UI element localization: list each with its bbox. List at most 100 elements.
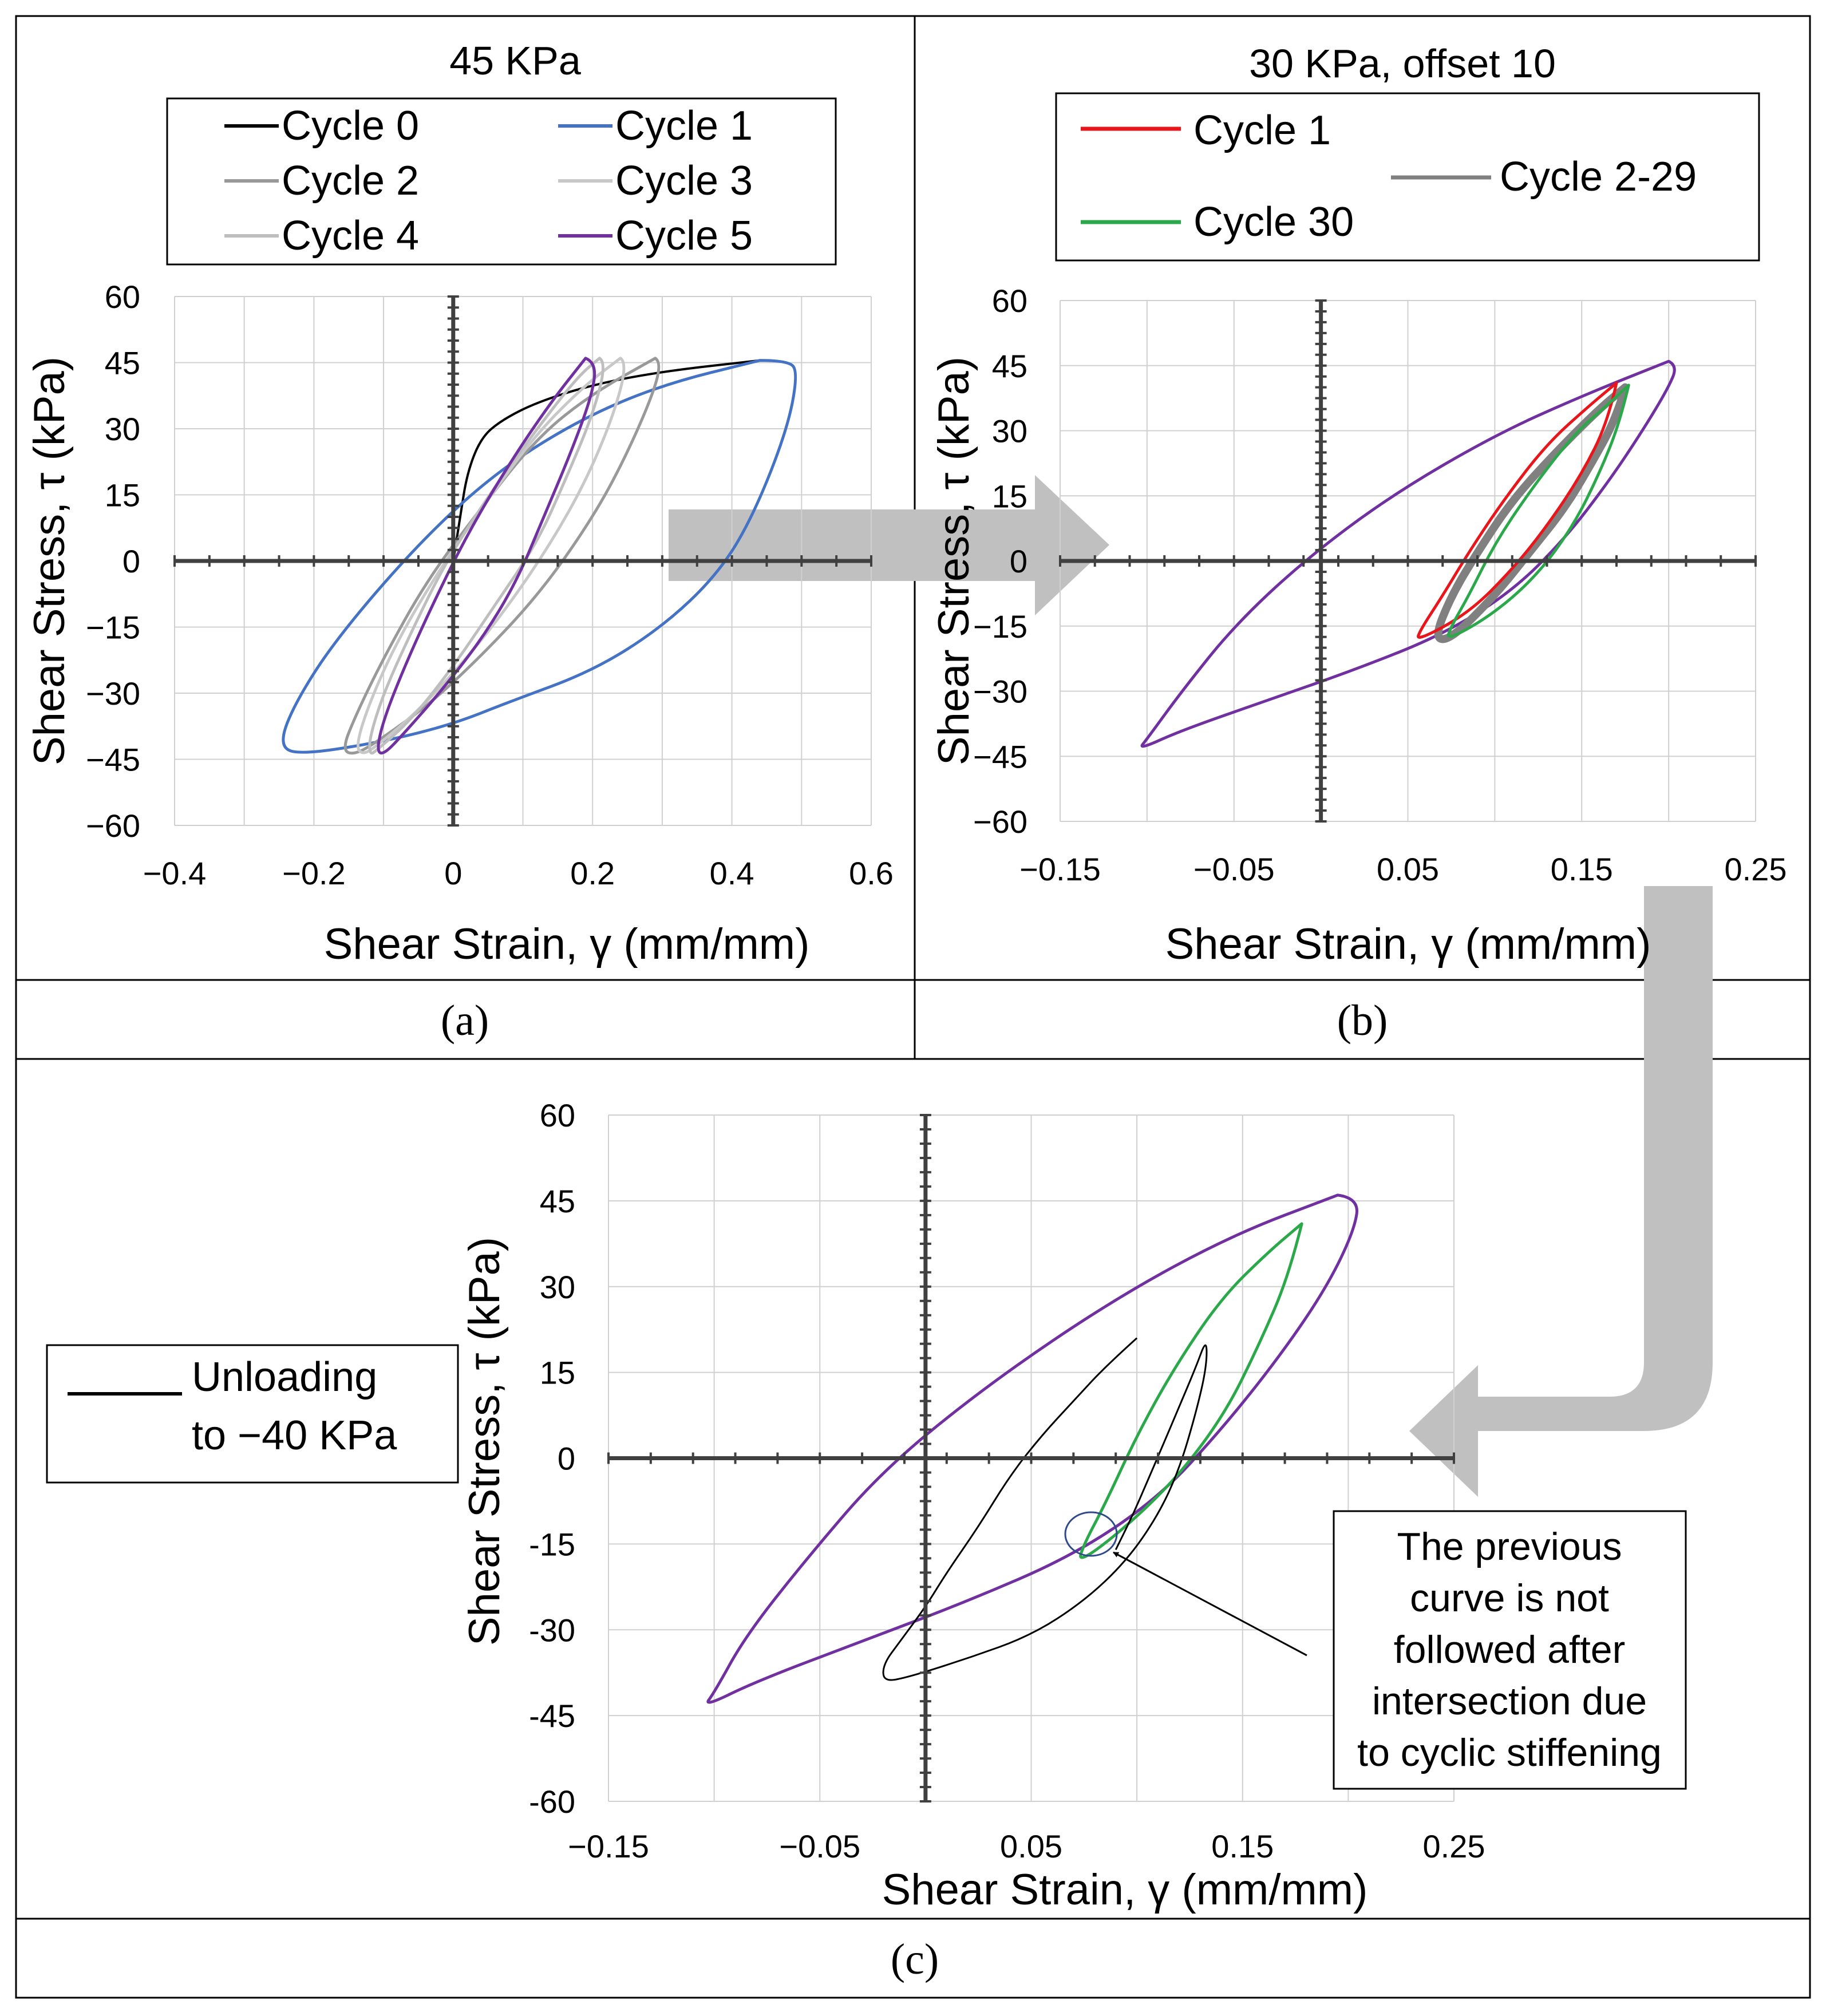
- chart-a-x-tick-label: −0.2: [282, 855, 346, 891]
- chart-b-legend-label: Cycle 1: [1193, 108, 1331, 153]
- chart-c-y-tick-label: -45: [529, 1698, 575, 1734]
- chart-c-x-ticks: −0.15 −0.05 0.05 0.15 0.25: [568, 1828, 1485, 1864]
- chart-a-axes: [173, 295, 872, 827]
- chart-c-y-tick-label: 0: [558, 1441, 575, 1477]
- chart-b-x-tick-label: −0.05: [1193, 851, 1275, 887]
- chart-a-x-tick-label: 0.4: [710, 855, 754, 891]
- chart-c-x-label: Shear Strain, γ (mm/mm): [882, 1865, 1368, 1914]
- chart-c-y-tick-label: -15: [529, 1526, 575, 1562]
- flow-arrows: [669, 475, 1713, 1497]
- chart-c-series-cycle-5: [706, 1193, 1358, 1704]
- chart-c-y-tick-label: 45: [540, 1183, 575, 1219]
- chart-c-series-unloading-to-40-kpa: [882, 1337, 1208, 1681]
- chart-c-y-ticks: 60 45 30 15 0 -15 -30 -45 -60: [529, 1097, 575, 1820]
- chart-a-y-tick-label: −45: [86, 742, 140, 778]
- chart-c-legend-label-line2: to −40 KPa: [192, 1413, 397, 1458]
- chart-a-y-tick-label: 30: [105, 411, 140, 447]
- chart-c-legend-label: Unloading: [192, 1354, 377, 1400]
- chart-c-axes: [607, 1114, 1455, 1802]
- chart-a-series-cycle-5: [377, 357, 596, 755]
- chart-c-x-tick-label: 0.05: [1000, 1828, 1062, 1864]
- annotation-line-5: to cyclic stiffening: [1357, 1731, 1662, 1774]
- chart-b-legend-label: Cycle 30: [1193, 199, 1354, 245]
- chart-b-y-tick-label: 45: [992, 348, 1027, 384]
- chart-b-y-ticks: 60 45 30 15 0 −15 −30 −45 −60: [973, 283, 1027, 840]
- chart-c-series: [706, 1193, 1358, 1704]
- intersection-circle: [1064, 1511, 1118, 1557]
- chart-c-y-tick-label: 30: [540, 1269, 575, 1305]
- chart-b-y-tick-label: 60: [992, 283, 1027, 319]
- annotation-line-3: followed after: [1394, 1628, 1625, 1671]
- chart-b-y-tick-label: 0: [1010, 543, 1027, 579]
- chart-a-y-tick-label: 45: [105, 345, 140, 381]
- chart-b-x-ticks: −0.15 −0.05 0.05 0.15 0.25: [1019, 851, 1787, 887]
- chart-b-x-tick-label: 0.15: [1551, 851, 1613, 887]
- chart-b-x-tick-label: 0.05: [1377, 851, 1439, 887]
- chart-a-y-label: Shear Stress, τ (kPa): [25, 357, 74, 765]
- chart-a-series: [282, 357, 797, 755]
- chart-b-series: [1140, 359, 1676, 748]
- chart-c-x-tick-label: 0.15: [1211, 1828, 1274, 1864]
- chart-c-series-cycle-30: [1079, 1222, 1303, 1559]
- chart-a-series-cycle-0: [452, 359, 760, 562]
- chart-a-x-tick-label: −0.4: [143, 855, 207, 891]
- chart-c-y-label: Shear Stress, τ (kPa): [460, 1237, 509, 1646]
- chart-b-series-cycle-2-29: [1434, 383, 1630, 643]
- chart-a-x-tick-label: 0.6: [849, 855, 894, 891]
- caption-c: (c): [891, 1935, 939, 1983]
- chart-a-legend: Cycle 0 Cycle 1 Cycle 2 Cycle 3 Cycle 4 Cycle…: [224, 103, 753, 259]
- annotation-line-2: curve is not: [1410, 1576, 1609, 1620]
- chart-a-legend-label: Cycle 0: [282, 103, 419, 149]
- chart-a-title: 45 KPa: [449, 38, 581, 83]
- chart-a-x-ticks: −0.4 −0.2 0 0.2 0.4 0.6: [143, 855, 894, 891]
- chart-c-y-tick-label: -30: [529, 1612, 575, 1648]
- down-left-arrow: [1409, 886, 1713, 1497]
- right-arrow: [669, 475, 1109, 615]
- chart-b-y-tick-label: −30: [973, 674, 1027, 710]
- chart-a-y-tick-label: 0: [122, 543, 140, 579]
- chart-b-series-cycle-30: [1446, 384, 1630, 638]
- chart-a-legend-label: Cycle 5: [615, 213, 753, 259]
- chart-a-y-tick-label: 15: [105, 477, 140, 513]
- chart-b-y-label: Shear Stress, τ (kPa): [930, 357, 978, 765]
- annotation-pointer: [1113, 1551, 1307, 1657]
- chart-b-axes: [1059, 299, 1757, 823]
- chart-a-legend-label: Cycle 3: [615, 158, 753, 204]
- chart-b-y-tick-label: −60: [973, 804, 1027, 840]
- chart-a-y-tick-label: −15: [86, 610, 140, 646]
- annotation-line-4: intersection due: [1372, 1679, 1647, 1723]
- chart-b-series-cycle-1: [1417, 381, 1618, 639]
- caption-a: (a): [441, 997, 489, 1045]
- chart-c-y-tick-label: 15: [540, 1355, 575, 1391]
- chart-a-y-tick-label: 60: [105, 279, 140, 315]
- chart-c-x-tick-label: −0.15: [568, 1828, 649, 1864]
- caption-b: (b): [1337, 997, 1388, 1045]
- chart-a-y-tick-label: −60: [86, 808, 140, 844]
- chart-b-y-tick-label: −45: [973, 738, 1027, 774]
- chart-b-series-cycle-5: [1140, 359, 1676, 748]
- chart-b-y-tick-label: 30: [992, 413, 1027, 449]
- chart-c-y-tick-label: 60: [540, 1097, 575, 1133]
- chart-c-legend-box: [46, 1344, 459, 1484]
- chart-a-y-tick-label: −30: [86, 675, 140, 711]
- chart-b-legend: Cycle 1 Cycle 2-29 Cycle 30: [1081, 108, 1697, 245]
- chart-a-x-label: Shear Strain, γ (mm/mm): [324, 920, 810, 969]
- chart-a-legend-label: Cycle 4: [282, 213, 419, 259]
- chart-panel-c: 60 45 30 15 0 -15 -30 -45 -60 −0.15 −0.05 0.05 0.15…: [46, 1097, 1687, 1914]
- chart-c-x-tick-label: 0.25: [1423, 1828, 1485, 1864]
- chart-a-legend-label: Cycle 2: [282, 158, 419, 204]
- chart-c-x-tick-label: −0.05: [779, 1828, 860, 1864]
- chart-b-title: 30 KPa, offset 10: [1249, 41, 1556, 86]
- chart-b-x-tick-label: 0.25: [1725, 851, 1787, 887]
- chart-b-legend-label: Cycle 2-29: [1500, 154, 1697, 200]
- annotation-box: [1333, 1510, 1687, 1790]
- chart-b-x-label: Shear Strain, γ (mm/mm): [1165, 920, 1651, 969]
- figure-frame: [15, 15, 1811, 1999]
- chart-c-y-tick-label: -60: [529, 1784, 575, 1820]
- chart-a-y-ticks: 60 45 30 15 0 −15 −30 −45 −60: [86, 279, 140, 844]
- chart-b-y-tick-label: −15: [973, 608, 1027, 645]
- chart-b-x-tick-label: −0.15: [1019, 851, 1101, 887]
